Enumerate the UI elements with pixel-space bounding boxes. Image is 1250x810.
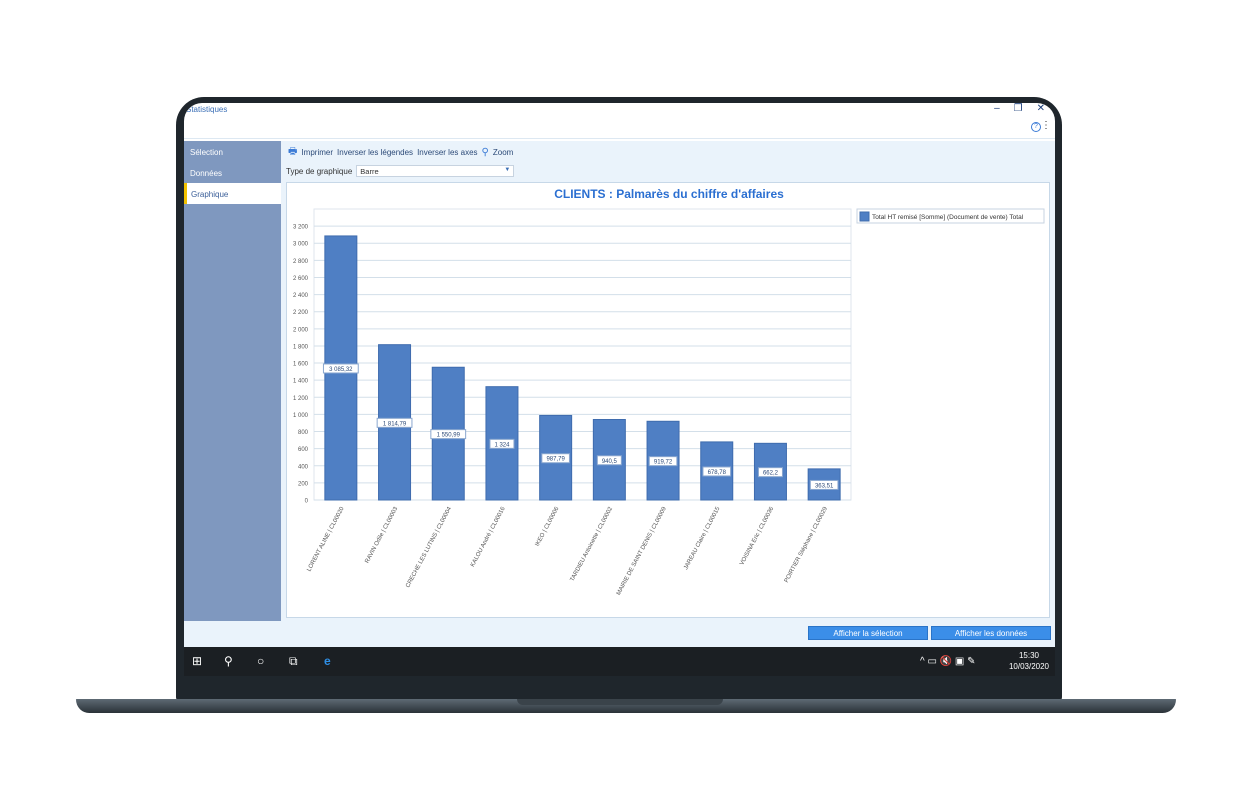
ribbon: ? ⋮ (184, 117, 1055, 139)
x-tick-label: KALOU André | CL00016 (470, 506, 507, 569)
y-tick-label: 200 (298, 481, 309, 487)
search-icon[interactable]: ⚲ (224, 654, 233, 668)
minimize-button[interactable]: – (994, 103, 1000, 114)
data-label: 940,5 (602, 459, 618, 465)
zoom-button[interactable]: Zoom (492, 147, 514, 157)
legend-box (856, 208, 1045, 224)
x-tick-label: RAVIN Odile | CL00003 (365, 506, 400, 565)
data-label: 987,79 (546, 457, 565, 463)
sidebar-item-donnees[interactable]: Données (190, 169, 223, 178)
main-panel: 🖶 Imprimer Inverser les légendes Inverse… (281, 141, 1055, 621)
date: 10/03/2020 (1008, 662, 1049, 671)
y-tick-label: 800 (298, 430, 309, 436)
x-tick-label: JAREAU Claire | CL00015 (683, 506, 722, 571)
edge-icon[interactable]: e (324, 654, 331, 668)
bar-chart: CLIENTS : Palmarès du chiffre d'affaires… (293, 187, 1045, 597)
legend-label: Total HT remisé [Somme] (Document de ven… (872, 214, 1024, 221)
print-button[interactable]: Imprimer (301, 147, 334, 157)
x-tick-label: MAIRIE DE SAINT DENIS | CL00009 (616, 506, 668, 597)
data-label-box (648, 456, 678, 467)
invert-legends-button[interactable]: Inverser les légendes (337, 147, 414, 157)
legend-swatch (859, 211, 870, 222)
chart-type-label: Type de graphique (286, 166, 353, 176)
data-label: 1 324 (494, 442, 510, 448)
clock[interactable]: 15:30 10/03/2020 (1009, 650, 1049, 672)
x-tick-label: LORENT ALINE | CL00020 (306, 506, 345, 573)
chart-title: CLIENTS : Palmarès du chiffre d'affaires (554, 187, 784, 201)
y-tick-label: 0 (305, 499, 309, 505)
chart-type-value: Barre (360, 167, 379, 176)
data-label-box (489, 438, 515, 449)
data-label-box (376, 417, 413, 428)
data-label: 1 550,99 (437, 433, 461, 439)
y-tick-label: 1 000 (293, 413, 309, 419)
laptop-notch (517, 699, 723, 705)
y-tick-label: 1 400 (293, 379, 309, 385)
chart-type-select[interactable]: Barre ▼ (356, 165, 515, 177)
y-tick-label: 2 400 (293, 293, 309, 299)
data-label: 678,78 (708, 470, 727, 476)
x-tick-label: POIRTIER Stéphane | CL00029 (784, 506, 829, 584)
data-label: 363,51 (815, 483, 834, 489)
data-label: 662,2 (763, 471, 779, 477)
show-data-button[interactable]: Afficher les données (931, 626, 1051, 640)
x-tick-label: VOISINA Eric | CL00036 (739, 506, 775, 567)
sidebar-item-selection[interactable]: Sélection (190, 148, 223, 157)
y-tick-label: 3 000 (293, 242, 309, 248)
window-title: Statistiques (186, 105, 228, 114)
time: 15:30 (1018, 651, 1039, 660)
title-bar: Statistiques – ❐ ✕ (184, 103, 1055, 117)
zoom-icon[interactable]: ⚲ (481, 146, 489, 158)
taskbar: ⊞ ⚲ ○ ⧉ e ^ ▭ 🔇 ▣ ✎ 15:30 10/03/2020 (184, 647, 1055, 676)
chart-container: CLIENTS : Palmarès du chiffre d'affaires… (286, 182, 1050, 618)
data-label-box (757, 467, 783, 478)
invert-axes-button[interactable]: Inverser les axes (417, 147, 478, 157)
y-tick-label: 2 000 (293, 327, 309, 333)
x-tick-label: TARDIEU Antoinette | CL00002 (570, 506, 615, 583)
show-selection-button[interactable]: Afficher la sélection (808, 626, 928, 640)
data-label-box (430, 429, 467, 440)
y-tick-label: 1 800 (293, 344, 309, 350)
sidebar: Sélection Données Graphique (184, 141, 281, 621)
toolbar: 🖶 Imprimer Inverser les légendes Inverse… (281, 141, 1055, 163)
data-label-box (596, 455, 622, 466)
data-label-box (541, 453, 570, 464)
restore-button[interactable]: ❐ (1013, 103, 1023, 114)
cortana-icon[interactable]: ○ (257, 654, 265, 668)
y-tick-label: 2 200 (293, 310, 309, 316)
y-tick-label: 1 200 (293, 396, 309, 402)
data-label: 1 814,79 (383, 421, 407, 427)
tray-icons[interactable]: ^ ▭ 🔇 ▣ ✎ (920, 656, 976, 667)
more-icon[interactable]: ⋮ (1041, 120, 1051, 131)
screen: Statistiques – ❐ ✕ ? ⋮ Sélection Données… (184, 103, 1055, 676)
x-tick-label: IKEO | CL00006 (535, 506, 561, 548)
close-button[interactable]: ✕ (1036, 103, 1045, 114)
laptop-base (76, 699, 1176, 713)
x-tick-label: CRECHE LES LUTINS | CL00004 (405, 506, 453, 589)
data-label-box (809, 479, 839, 490)
y-tick-label: 1 600 (293, 362, 309, 368)
sidebar-item-graphique[interactable]: Graphique (184, 183, 281, 204)
data-label: 919,72 (654, 460, 673, 466)
chevron-down-icon: ▼ (504, 167, 511, 173)
y-tick-label: 600 (298, 447, 309, 453)
data-label: 3 085,32 (329, 367, 353, 373)
data-label-box (322, 363, 359, 374)
y-tick-label: 2 600 (293, 276, 309, 282)
button-bar: Afficher la sélection Afficher les donné… (184, 621, 1055, 647)
help-icon[interactable]: ? (1031, 122, 1041, 132)
y-tick-label: 3 200 (293, 225, 309, 231)
windows-start-icon[interactable]: ⊞ (192, 654, 203, 668)
y-tick-label: 400 (298, 464, 309, 470)
task-view-icon[interactable]: ⧉ (289, 654, 298, 668)
data-label-box (702, 466, 732, 477)
printer-icon[interactable]: 🖶 (288, 145, 298, 157)
y-tick-label: 2 800 (293, 259, 309, 265)
